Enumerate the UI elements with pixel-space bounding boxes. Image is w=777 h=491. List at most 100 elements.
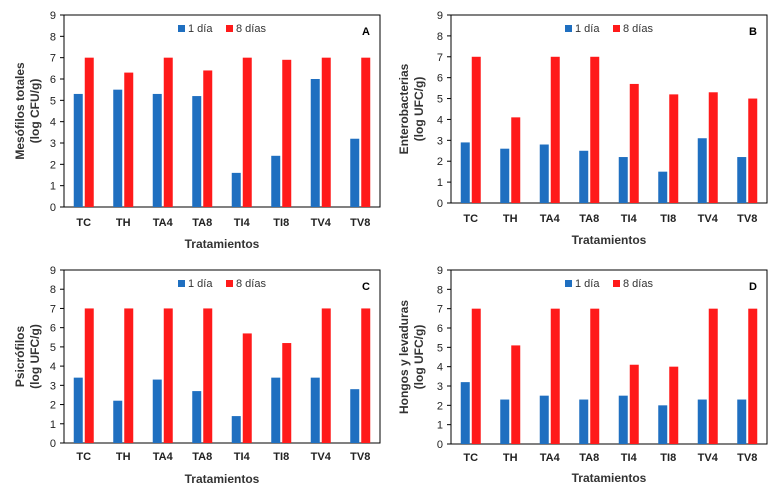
x-category-label: TC xyxy=(463,213,478,225)
bar-dia-1-ti8 xyxy=(271,155,281,207)
y-tick-label: 4 xyxy=(50,361,56,373)
x-category-label: TH xyxy=(503,213,518,225)
bar-dias-8-tc xyxy=(471,308,481,444)
bar-dias-8-ta4 xyxy=(550,308,560,444)
y-axis-title-line: Hongos y levaduras xyxy=(397,300,411,414)
y-tick-label: 5 xyxy=(437,342,443,354)
bar-dias-8-ti4 xyxy=(629,83,639,203)
bar-dia-1-tv4 xyxy=(310,79,320,207)
x-category-label: TI4 xyxy=(234,217,251,229)
y-tick-label: 6 xyxy=(50,323,56,335)
y-tick-label: 4 xyxy=(437,114,443,126)
bar-dias-8-tc xyxy=(471,56,481,204)
bar-dias-8-ta4 xyxy=(163,308,173,443)
bar-dia-1-tv8 xyxy=(350,389,360,443)
y-tick-label: 2 xyxy=(437,156,443,168)
bar-dia-1-ti4 xyxy=(618,395,628,444)
y-tick-label: 1 xyxy=(437,177,443,189)
legend-swatch xyxy=(226,25,233,32)
legend-swatch xyxy=(226,280,233,287)
y-axis-title-line: Enterobacterias xyxy=(397,63,411,154)
y-tick-label: 9 xyxy=(437,265,443,277)
legend-label: 1 día xyxy=(575,23,600,35)
bar-dia-1-ta8 xyxy=(192,391,202,443)
y-axis-title-line: (log UFC/g) xyxy=(412,325,426,390)
x-axis-title: Tratamientos xyxy=(572,233,647,247)
y-tick-label: 9 xyxy=(50,10,56,22)
y-tick-label: 2 xyxy=(437,400,443,412)
x-category-label: TV4 xyxy=(698,452,719,464)
bar-dias-8-tv8 xyxy=(361,308,371,443)
plot-frame xyxy=(450,14,768,204)
bar-dia-1-ti8 xyxy=(658,171,668,203)
x-category-label: TI8 xyxy=(273,451,289,463)
y-tick-label: 6 xyxy=(437,73,443,85)
bar-dia-1-tc xyxy=(73,93,83,207)
bar-dia-1-ti4 xyxy=(231,172,241,207)
y-tick-label: 9 xyxy=(437,10,443,22)
bar-dias-8-th xyxy=(124,72,134,207)
y-tick-label: 4 xyxy=(437,362,443,374)
bar-dia-1-ta4 xyxy=(152,93,162,207)
bar-dias-8-th xyxy=(511,345,521,444)
x-axis-title: Tratamientos xyxy=(572,471,647,485)
x-category-label: TI4 xyxy=(621,213,638,225)
legend-swatch xyxy=(565,280,572,287)
bar-dias-8-ta8 xyxy=(203,70,213,207)
x-category-label: TI4 xyxy=(621,452,638,464)
y-tick-label: 7 xyxy=(437,304,443,316)
bar-dia-1-ti8 xyxy=(271,377,281,443)
x-category-label: TA4 xyxy=(540,452,561,464)
y-tick-label: 0 xyxy=(437,439,443,451)
bar-dias-8-ti4 xyxy=(629,364,639,444)
y-tick-label: 1 xyxy=(50,181,56,193)
bar-dia-1-tv8 xyxy=(350,138,360,207)
plot-frame xyxy=(63,14,381,208)
x-category-label: TI8 xyxy=(660,213,676,225)
legend-swatch xyxy=(613,280,620,287)
x-category-label: TA4 xyxy=(153,451,174,463)
legend-label: 8 días xyxy=(236,23,266,35)
bar-dia-1-ta8 xyxy=(579,399,589,444)
y-tick-label: 3 xyxy=(50,380,56,392)
x-category-label: TV4 xyxy=(698,213,719,225)
x-category-label: TA4 xyxy=(540,213,561,225)
x-category-label: TV4 xyxy=(311,217,332,229)
bar-dia-1-th xyxy=(113,89,123,207)
y-tick-label: 2 xyxy=(50,159,56,171)
x-category-label: TV8 xyxy=(350,217,370,229)
y-tick-label: 9 xyxy=(50,265,56,277)
y-tick-label: 8 xyxy=(437,31,443,43)
bar-dia-1-ta4 xyxy=(539,395,549,444)
y-axis-title-line: Psicrófilos xyxy=(13,326,27,388)
bar-dias-8-ta8 xyxy=(590,308,600,444)
plot-frame xyxy=(63,269,381,444)
legend-label: 8 días xyxy=(623,278,653,290)
y-axis-title-line: (log UFC/g) xyxy=(412,77,426,142)
x-category-label: TI4 xyxy=(234,451,251,463)
legend-label: 1 día xyxy=(188,278,213,290)
y-tick-label: 3 xyxy=(50,138,56,150)
bar-dias-8-tc xyxy=(84,308,94,443)
y-tick-label: 1 xyxy=(50,419,56,431)
bar-dia-1-th xyxy=(113,400,123,443)
x-category-label: TA8 xyxy=(192,451,212,463)
bar-dias-8-tv4 xyxy=(708,92,718,203)
bar-dia-1-th xyxy=(500,148,510,203)
x-category-label: TV8 xyxy=(737,452,757,464)
x-axis-title: Tratamientos xyxy=(185,237,260,251)
bar-dias-8-ta8 xyxy=(203,308,213,443)
legend-swatch xyxy=(613,25,620,32)
panel-letter: D xyxy=(749,281,757,293)
bar-dias-8-ti8 xyxy=(282,343,292,443)
x-category-label: TH xyxy=(116,451,131,463)
x-category-label: TC xyxy=(76,217,91,229)
y-tick-label: 7 xyxy=(437,52,443,64)
bar-dias-8-tv8 xyxy=(361,57,371,207)
y-axis-title-line: (log UFC/g) xyxy=(28,324,42,389)
bar-dia-1-ti8 xyxy=(658,405,668,444)
x-category-label: TH xyxy=(503,452,518,464)
y-axis-title: Hongos y levaduras(log UFC/g) xyxy=(397,300,426,414)
panel-letter: A xyxy=(362,26,370,38)
